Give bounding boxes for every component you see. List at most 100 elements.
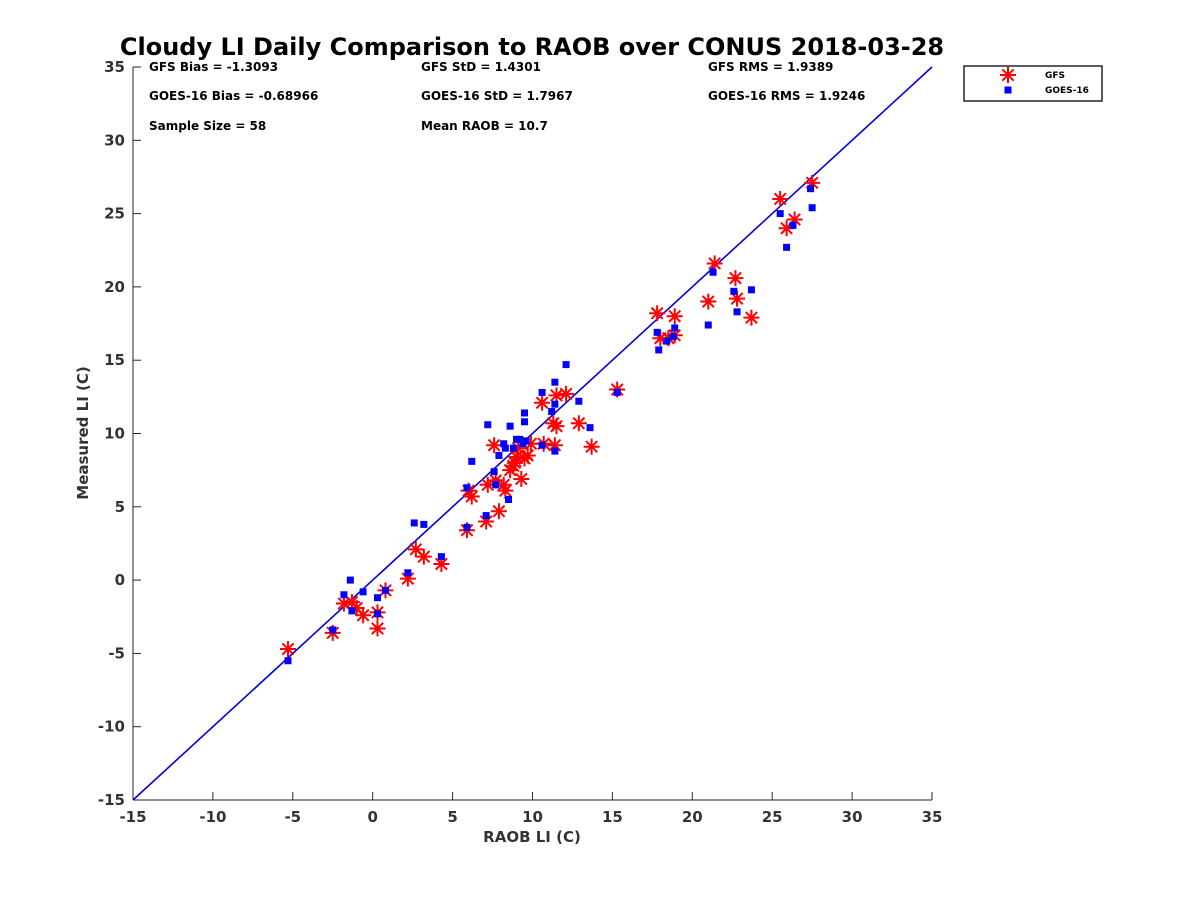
stat-text: Sample Size = 58 xyxy=(149,119,266,133)
goes16-point xyxy=(521,409,529,417)
goes16-point xyxy=(730,287,738,295)
goes16-point xyxy=(521,418,529,426)
gfs-point xyxy=(649,305,666,322)
goes16-point xyxy=(500,440,508,448)
series-gfs xyxy=(280,174,821,658)
goes16-point xyxy=(410,519,418,527)
stat-text: Mean RAOB = 10.7 xyxy=(421,119,548,133)
goes16-point xyxy=(655,346,663,354)
goes16-point xyxy=(373,594,381,602)
gfs-point xyxy=(548,387,565,404)
stat-text: GOES-16 StD = 1.7967 xyxy=(421,89,573,103)
x-tick-label: 10 xyxy=(522,808,543,826)
gfs-point xyxy=(280,641,297,658)
x-axis-label: RAOB LI (C) xyxy=(483,828,581,846)
goes16-point xyxy=(495,451,503,459)
goes16-point xyxy=(663,337,671,345)
goes16-point xyxy=(776,210,784,218)
stat-text: GOES-16 Bias = -0.68966 xyxy=(149,89,318,103)
goes16-point xyxy=(509,444,517,452)
x-tick-label: 0 xyxy=(367,808,377,826)
goes16-point xyxy=(586,424,594,432)
goes16-point xyxy=(669,333,677,341)
x-tick-label: 15 xyxy=(602,808,623,826)
y-tick-label: 0 xyxy=(115,571,125,589)
y-axis-label: Measured LI (C) xyxy=(74,366,92,499)
gfs-point xyxy=(486,437,503,454)
one-to-one-line xyxy=(132,66,933,801)
goes16-point xyxy=(492,481,500,489)
goes16-point xyxy=(551,378,559,386)
gfs-point xyxy=(743,309,760,326)
y-tick-label: 5 xyxy=(115,498,125,516)
gfs-point xyxy=(534,394,551,411)
legend-box xyxy=(963,65,1103,102)
gfs-point xyxy=(772,190,789,207)
goes16-point xyxy=(733,308,741,316)
legend-marker-gfs xyxy=(1000,67,1016,83)
gfs-point xyxy=(463,488,480,505)
goes16-point xyxy=(284,657,292,665)
chart-title: Cloudy LI Daily Comparison to RAOB over … xyxy=(120,33,944,61)
y-tick-label: -10 xyxy=(98,718,125,736)
gfs-point xyxy=(558,385,575,402)
gfs-point xyxy=(513,470,530,487)
goes16-point xyxy=(783,243,791,251)
goes16-point xyxy=(789,221,797,229)
goes16-point xyxy=(381,586,389,594)
stat-text: GFS Bias = -1.3093 xyxy=(149,60,278,74)
gfs-point xyxy=(548,418,565,435)
gfs-point xyxy=(570,415,587,432)
y-tick-label: -15 xyxy=(98,791,125,809)
goes16-point xyxy=(747,286,755,294)
x-tick-label: 25 xyxy=(762,808,783,826)
gfs-point xyxy=(490,503,507,520)
gfs-point xyxy=(727,270,744,287)
y-tick-label: -5 xyxy=(108,644,125,662)
goes16-point xyxy=(807,185,815,193)
goes16-point xyxy=(340,591,348,599)
goes16-point xyxy=(437,553,445,561)
goes16-point xyxy=(373,610,381,618)
legend-marker-goes16 xyxy=(1004,86,1012,94)
goes16-point xyxy=(506,422,514,430)
goes16-point xyxy=(538,388,546,396)
y-tick-label: 35 xyxy=(104,58,125,76)
x-tick-label: -5 xyxy=(284,808,301,826)
stat-text: GOES-16 RMS = 1.9246 xyxy=(708,89,865,103)
y-tick-label: 30 xyxy=(104,131,125,149)
gfs-point xyxy=(666,308,683,325)
legend: GFS GOES-16 xyxy=(963,65,1103,102)
gfs-point xyxy=(700,293,717,310)
gfs-point xyxy=(519,447,536,464)
legend-label: GFS xyxy=(1045,71,1065,81)
x-tick-label: -15 xyxy=(119,808,146,826)
y-tick-label: 20 xyxy=(104,278,125,296)
goes16-point xyxy=(468,457,476,465)
goes16-point xyxy=(463,484,471,492)
x-tick-label: 30 xyxy=(842,808,863,826)
gfs-point xyxy=(369,620,386,637)
goes16-point xyxy=(404,569,412,577)
goes16-point xyxy=(551,400,559,408)
goes16-point xyxy=(653,328,661,336)
goes16-point xyxy=(548,408,556,416)
y-tick-label: 10 xyxy=(104,425,125,443)
goes16-point xyxy=(501,444,509,452)
goes16-point xyxy=(490,468,498,476)
y-tick-label: 25 xyxy=(104,205,125,223)
goes16-point xyxy=(505,495,513,503)
gfs-point xyxy=(583,438,600,455)
goes16-point xyxy=(420,520,428,528)
y-tick-label: 15 xyxy=(104,351,125,369)
legend-label: GOES-16 xyxy=(1045,86,1089,96)
gfs-point xyxy=(415,548,432,565)
goes16-point xyxy=(551,447,559,455)
goes16-point xyxy=(463,523,471,531)
goes16-point xyxy=(516,435,524,443)
x-tick-label: 5 xyxy=(447,808,457,826)
goes16-point xyxy=(484,421,492,429)
goes16-point xyxy=(671,324,679,332)
